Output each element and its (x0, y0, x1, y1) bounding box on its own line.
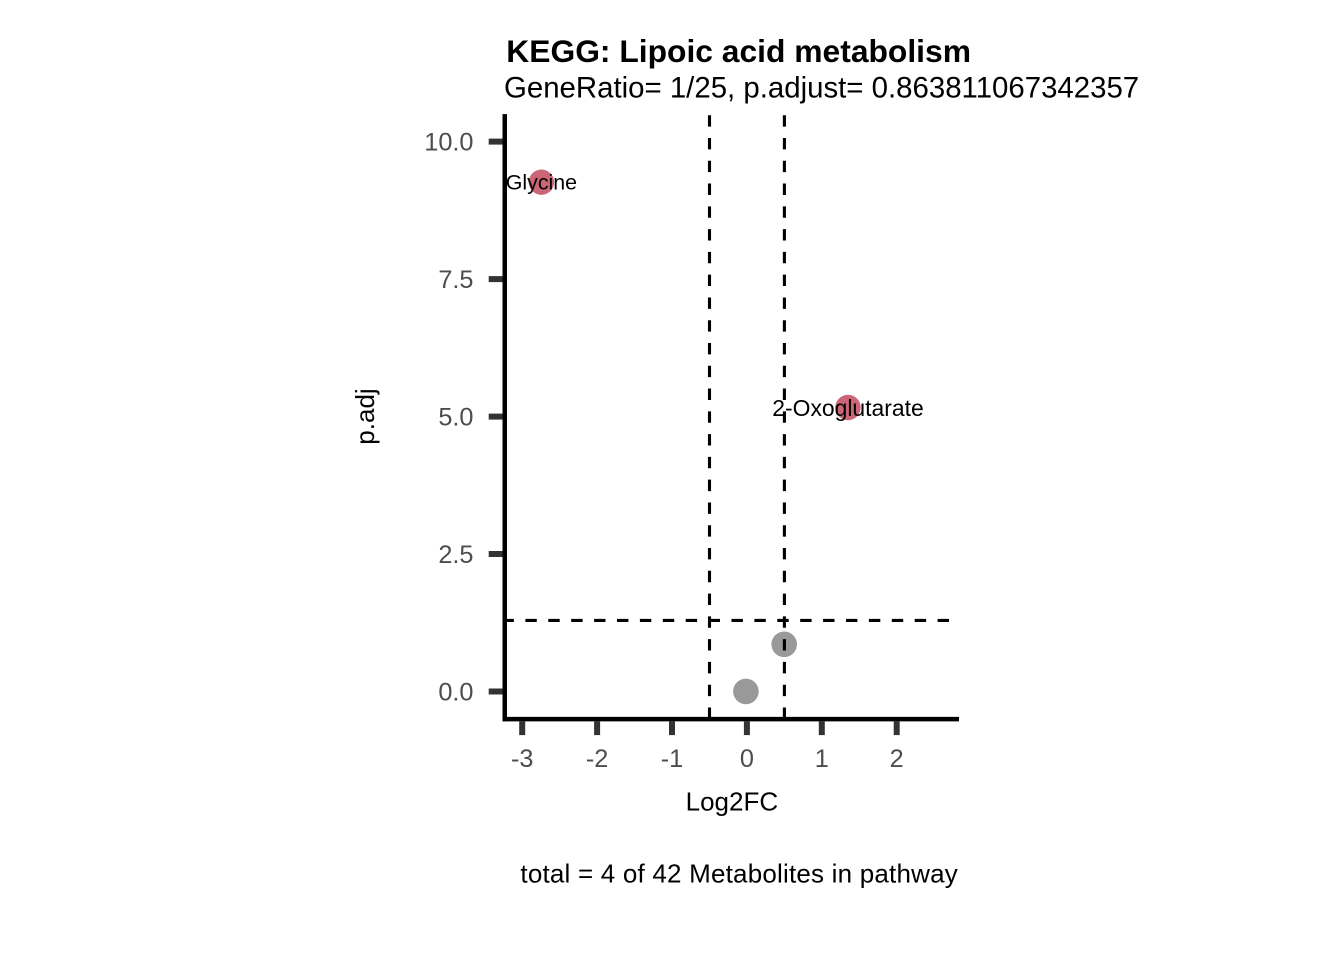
svg-text:7.5: 7.5 (438, 266, 473, 294)
svg-text:5.0: 5.0 (438, 404, 473, 432)
svg-text:0: 0 (740, 745, 754, 773)
svg-text:Log2FC: Log2FC (686, 787, 779, 817)
svg-text:10.0: 10.0 (424, 129, 473, 157)
svg-text:-2: -2 (586, 745, 609, 773)
svg-text:1: 1 (815, 745, 829, 773)
svg-text:p.adj: p.adj (350, 388, 380, 444)
svg-text:2-Oxoglutarate: 2-Oxoglutarate (772, 395, 923, 421)
svg-text:0.0: 0.0 (438, 679, 473, 707)
svg-text:-3: -3 (511, 745, 534, 773)
svg-text:total = 4 of 42 Metabolites in: total = 4 of 42 Metabolites in pathway (520, 859, 958, 889)
svg-text:KEGG: Lipoic acid metabolism: KEGG: Lipoic acid metabolism (506, 33, 971, 69)
svg-text:2.5: 2.5 (438, 541, 473, 569)
svg-text:2: 2 (890, 745, 904, 773)
svg-text:-1: -1 (661, 745, 684, 773)
svg-text:Glycine: Glycine (506, 171, 577, 195)
svg-text:GeneRatio= 1/25, p.adjust= 0.8: GeneRatio= 1/25, p.adjust= 0.86381106734… (504, 71, 1139, 104)
